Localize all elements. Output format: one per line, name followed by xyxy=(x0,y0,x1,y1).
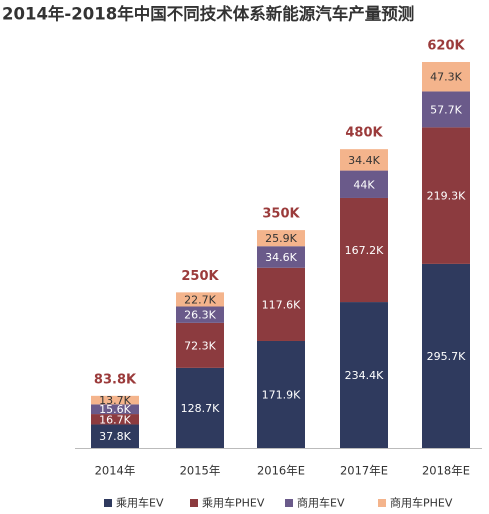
bar-segment xyxy=(91,424,139,448)
bar-segment xyxy=(176,292,224,307)
value-label: 26.3K xyxy=(184,309,216,322)
total-label: 480K xyxy=(345,126,383,141)
value-label: 15.6K xyxy=(99,403,131,416)
value-label: 234.4K xyxy=(345,369,384,382)
value-label: 34.6K xyxy=(265,251,297,264)
value-label: 37.8K xyxy=(99,430,131,443)
x-tick-label: 2014年 xyxy=(95,464,136,478)
value-label: 128.7K xyxy=(181,402,220,415)
legend-label: 商用车PHEV xyxy=(390,496,453,510)
bar-segment xyxy=(91,414,139,425)
value-label: 72.3K xyxy=(184,339,216,352)
bar-segment xyxy=(340,149,388,171)
value-label: 117.6K xyxy=(262,298,301,311)
value-label: 295.7K xyxy=(427,350,466,363)
chart-title: 2014年-2018年中国不同技术体系新能源汽车产量预测 xyxy=(2,4,414,24)
bar-segment xyxy=(422,62,470,92)
bar-segment xyxy=(257,267,305,341)
legend-label: 商用车EV xyxy=(297,496,345,510)
bar-segment xyxy=(257,246,305,268)
legend-label: 乘用车EV xyxy=(116,496,164,510)
bar-segment xyxy=(340,302,388,448)
bar-segment xyxy=(91,395,139,405)
total-label: 350K xyxy=(262,207,300,222)
x-tick-label: 2016年E xyxy=(257,464,305,478)
legend-swatch xyxy=(285,499,293,507)
x-tick-label: 2018年E xyxy=(422,464,470,478)
value-label: 167.2K xyxy=(345,244,384,257)
bar-segment xyxy=(176,322,224,368)
bar-segment xyxy=(257,340,305,448)
value-label: 57.7K xyxy=(430,103,462,116)
legend-swatch xyxy=(378,499,386,507)
value-label: 22.7K xyxy=(184,293,216,306)
legend-swatch xyxy=(190,499,198,507)
x-tick-label: 2017年E xyxy=(340,464,388,478)
value-label: 25.9K xyxy=(265,232,297,245)
bar-segment xyxy=(340,170,388,198)
total-label: 620K xyxy=(427,39,465,54)
bar-segment xyxy=(422,91,470,128)
bar-segment xyxy=(176,306,224,323)
bar-segment xyxy=(91,404,139,415)
bar-segment xyxy=(422,127,470,264)
total-label: 250K xyxy=(181,269,219,284)
bar-segment xyxy=(257,230,305,247)
value-label: 219.3K xyxy=(427,190,466,203)
bar-segment xyxy=(176,367,224,448)
bar-segment xyxy=(340,197,388,303)
value-label: 44K xyxy=(353,178,375,191)
legend-swatch xyxy=(104,499,112,507)
total-label: 83.8K xyxy=(94,372,137,387)
value-label: 171.9K xyxy=(262,388,301,401)
bar-segment xyxy=(422,263,470,448)
x-tick-label: 2015年 xyxy=(180,464,221,478)
value-label: 16.7K xyxy=(99,413,131,426)
value-label: 34.4K xyxy=(348,154,380,167)
value-label: 13.7K xyxy=(99,394,131,407)
legend-label: 乘用车PHEV xyxy=(202,496,265,510)
value-label: 47.3K xyxy=(430,71,462,84)
